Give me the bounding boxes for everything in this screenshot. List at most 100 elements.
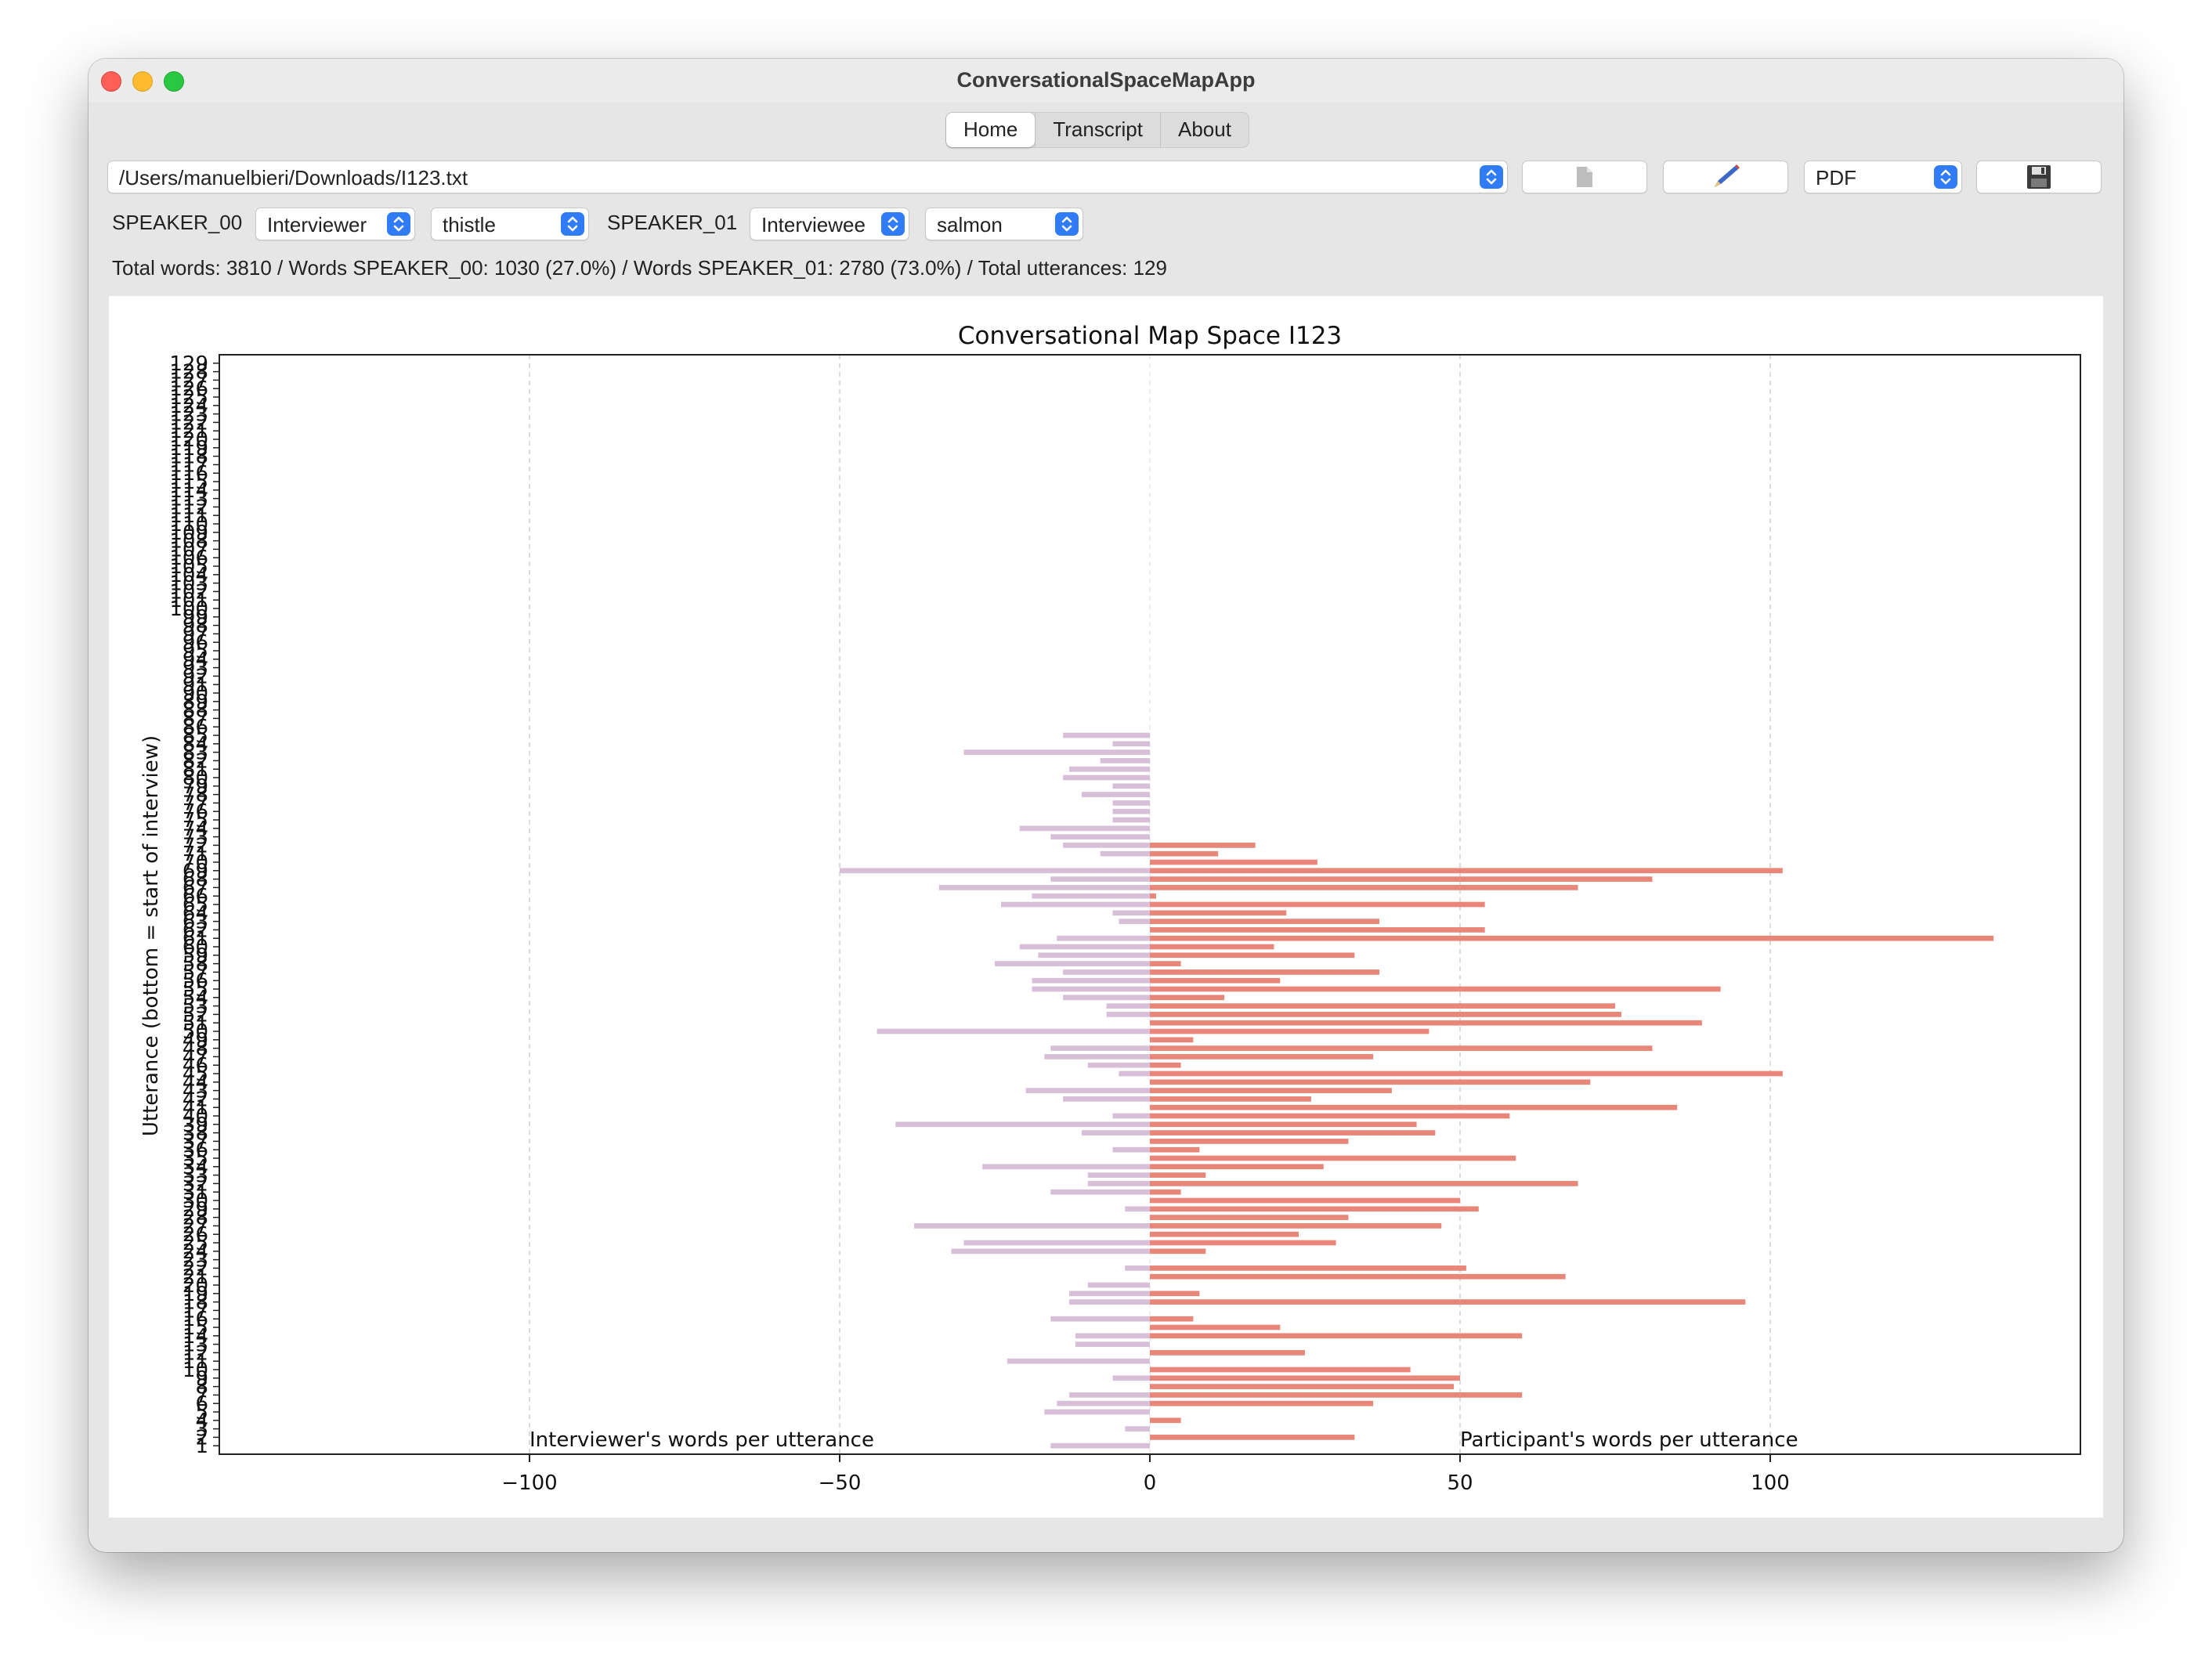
y-tick-label: 50	[183, 1020, 208, 1044]
interviewer-bar	[1106, 1012, 1150, 1017]
participant-bar	[1150, 1181, 1578, 1186]
y-tick-label: 84	[183, 733, 208, 756]
participant-bar	[1150, 859, 1317, 865]
interviewer-bar	[1063, 1096, 1150, 1102]
interviewer-bar	[1050, 1442, 1150, 1449]
interviewer-bar	[963, 749, 1150, 755]
zoom-button[interactable]	[164, 71, 184, 92]
y-tick-label: 122	[169, 411, 208, 435]
chart-title: Conversational Map Space I123	[958, 322, 1342, 350]
speaker1-role-select[interactable]: Interviewee	[750, 208, 909, 240]
title-bar: ConversationalSpaceMapApp	[89, 59, 2123, 103]
participant-bar	[1150, 986, 1721, 992]
interviewer-bar	[1081, 1130, 1150, 1135]
y-tick-label: 92	[183, 665, 208, 688]
y-tick-label: 62	[183, 919, 208, 942]
interviewer-bar	[1044, 1054, 1150, 1060]
y-tick-label: 1	[195, 1435, 208, 1458]
y-tick-label: 33	[183, 1164, 208, 1188]
y-tick-label: 85	[183, 724, 208, 748]
speaker0-color-select[interactable]: thistle	[431, 208, 589, 240]
format-select[interactable]: PDF	[1804, 161, 1962, 193]
chevron-updown-icon	[1934, 165, 1957, 189]
interviewer-annotation: Interviewer's words per utterance	[530, 1428, 874, 1452]
close-button[interactable]	[101, 71, 121, 92]
participant-bar	[1150, 961, 1181, 966]
participant-bar	[1150, 1248, 1206, 1255]
interviewer-bar	[1019, 944, 1150, 950]
interviewer-bar	[1075, 1333, 1150, 1339]
y-tick-label: 24	[183, 1240, 208, 1264]
y-tick-label: 61	[183, 927, 208, 951]
y-tick-label: 105	[169, 555, 208, 579]
y-tick-label: 38	[183, 1122, 208, 1146]
participant-bar	[1150, 1215, 1349, 1220]
y-tick-label: 120	[169, 428, 208, 452]
interviewer-bar	[951, 1248, 1150, 1255]
participant-bar	[1150, 1113, 1510, 1119]
y-tick-label: 42	[183, 1088, 208, 1111]
y-tick-label: 72	[183, 834, 208, 857]
participant-bar	[1150, 1417, 1181, 1424]
participant-bar	[1150, 1130, 1436, 1135]
interviewer-bar	[895, 1121, 1150, 1128]
y-tick-label: 69	[183, 860, 208, 883]
interviewer-bar	[1075, 1341, 1150, 1347]
chevron-updown-icon	[1055, 212, 1079, 236]
participant-bar	[1150, 850, 1219, 857]
y-tick-label: 59	[183, 944, 208, 968]
edit-button[interactable]	[1663, 161, 1788, 193]
tab-home[interactable]: Home	[946, 113, 1036, 147]
tab-transcript[interactable]: Transcript	[1035, 113, 1160, 147]
file-path-select[interactable]: /Users/manuelbieri/Downloads/I123.txt	[107, 161, 1508, 193]
minimize-button[interactable]	[132, 71, 153, 92]
participant-bar	[1150, 1037, 1194, 1043]
interviewer-bar	[1087, 1282, 1150, 1288]
interviewer-bar	[1125, 1265, 1150, 1271]
interviewer-bar	[1112, 783, 1150, 789]
interviewer-bar	[995, 961, 1150, 966]
interviewer-bar	[1112, 741, 1150, 747]
interviewer-bar	[1112, 1113, 1150, 1119]
y-tick-label: 91	[183, 673, 208, 697]
y-tick-label: 111	[169, 504, 208, 528]
speaker1-color-select[interactable]: salmon	[925, 208, 1083, 240]
speaker0-role-select[interactable]: Interviewer	[255, 208, 415, 240]
x-tick-label: −100	[501, 1471, 557, 1495]
participant-bar	[1150, 935, 1994, 941]
interviewer-bar	[982, 1164, 1150, 1170]
interviewer-bar	[876, 1028, 1150, 1034]
save-button[interactable]	[1976, 161, 2102, 193]
y-tick-label: 44	[183, 1071, 208, 1095]
chart-panel: Conversational Map Space I123 −100 −50 0 50 1…	[109, 296, 2103, 1518]
participant-bar	[1150, 1070, 1783, 1077]
interviewer-bar	[1069, 766, 1150, 772]
participant-bar	[1150, 1197, 1460, 1204]
y-tick-label: 66	[183, 885, 208, 908]
y-tick-label: 78	[183, 784, 208, 807]
y-tick-label: 49	[183, 1029, 208, 1052]
participant-bar	[1150, 1104, 1678, 1110]
participant-bar	[1150, 1316, 1194, 1322]
y-tick-label: 21	[183, 1265, 208, 1289]
interviewer-bar	[1032, 977, 1150, 984]
y-tick-label: 8	[195, 1376, 208, 1399]
open-file-button[interactable]	[1522, 161, 1647, 193]
interviewer-bar	[1057, 1400, 1150, 1406]
y-tick-label: 57	[183, 961, 208, 984]
y-tick-label: 36	[183, 1139, 208, 1162]
y-tick-label: 106	[169, 547, 208, 570]
speaker0-role-value: Interviewer	[267, 213, 367, 236]
interviewer-bar	[1087, 1062, 1150, 1068]
participant-bar	[1150, 1139, 1349, 1144]
y-tick-label: 101	[169, 589, 208, 612]
x-tick-label: 100	[1751, 1471, 1790, 1495]
interviewer-bar	[1050, 876, 1150, 882]
speaker0-color-value: thistle	[443, 213, 496, 236]
chevron-updown-icon	[387, 212, 410, 236]
y-tick-label: 108	[169, 530, 208, 554]
participant-bar	[1150, 1350, 1305, 1356]
y-tick-label: 94	[183, 648, 208, 672]
y-tick-label: 26	[183, 1223, 208, 1247]
tab-about[interactable]: About	[1159, 113, 1249, 147]
